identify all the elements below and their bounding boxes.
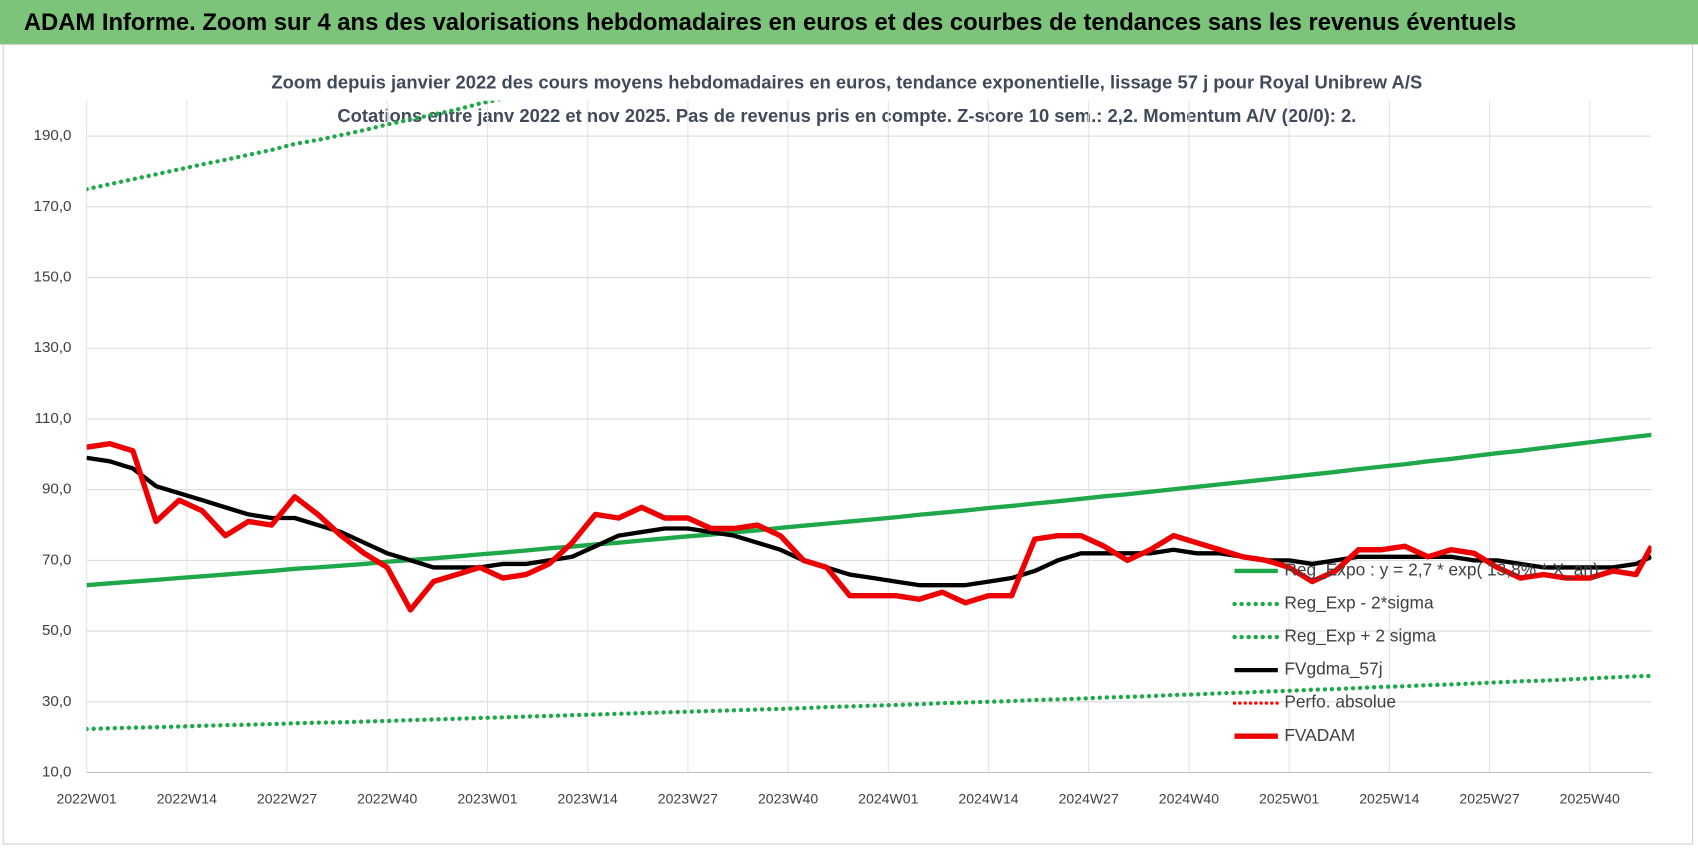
y-tick-label: 110,0 [35, 410, 72, 427]
header-bar [0, 0, 1698, 45]
x-tick-label: 2024W40 [1159, 790, 1219, 806]
y-tick-label: 150,0 [34, 269, 72, 286]
legend-label: Reg_Exp + 2 sigma [1284, 626, 1436, 646]
x-tick-label: 2022W01 [57, 790, 117, 806]
legend-label: Reg_Exp - 2*sigma [1284, 593, 1434, 613]
legend-label: FVADAM [1284, 725, 1355, 745]
y-tick-label: 30,0 [42, 693, 71, 710]
x-tick-label: 2024W14 [958, 790, 1018, 806]
y-tick-label: 130,0 [34, 339, 72, 356]
series-line [86, 440, 1652, 613]
x-tick-label: 2023W14 [558, 790, 618, 806]
x-tick-label: 2025W40 [1560, 790, 1620, 806]
x-tick-label: 2023W01 [457, 790, 517, 806]
x-tick-label: 2025W14 [1359, 790, 1419, 806]
y-tick-label: 70,0 [42, 551, 71, 568]
legend-label: Reg_Expo : y = 2,7 * exp( 13,8% * X_an) [1284, 560, 1598, 580]
y-tick-label: 10,0 [42, 763, 71, 780]
x-tick-label: 2025W27 [1459, 790, 1519, 806]
series-line [86, 673, 1652, 732]
x-tick-label: 2025W01 [1259, 790, 1319, 806]
frame [2, 43, 1694, 845]
y-tick-label: 170,0 [34, 198, 72, 215]
x-tick-label: 2024W01 [858, 790, 918, 806]
x-tick-label: 2023W40 [758, 790, 818, 806]
x-tick-label: 2022W27 [257, 790, 317, 806]
chart-title: Zoom depuis janvier 2022 des cours moyen… [271, 71, 1422, 92]
legend-label: FVgdma_57j [1284, 659, 1382, 679]
series-line [86, 432, 1652, 588]
legend-label: Perfo. absolue [1284, 692, 1396, 712]
x-tick-label: 2023W27 [658, 790, 718, 806]
x-tick-label: 2024W27 [1059, 790, 1119, 806]
series-line [86, 100, 504, 192]
chart-subtitle: Cotations entre janv 2022 et nov 2025. P… [337, 105, 1356, 126]
x-tick-label: 2022W14 [157, 790, 217, 806]
series-line [86, 455, 1652, 588]
y-tick-label: 190,0 [34, 127, 72, 144]
x-tick-label: 2022W40 [357, 790, 417, 806]
y-tick-label: 50,0 [42, 622, 71, 639]
header-title: ADAM Informe. Zoom sur 4 ans des valoris… [24, 9, 1516, 36]
y-tick-label: 90,0 [42, 481, 71, 498]
